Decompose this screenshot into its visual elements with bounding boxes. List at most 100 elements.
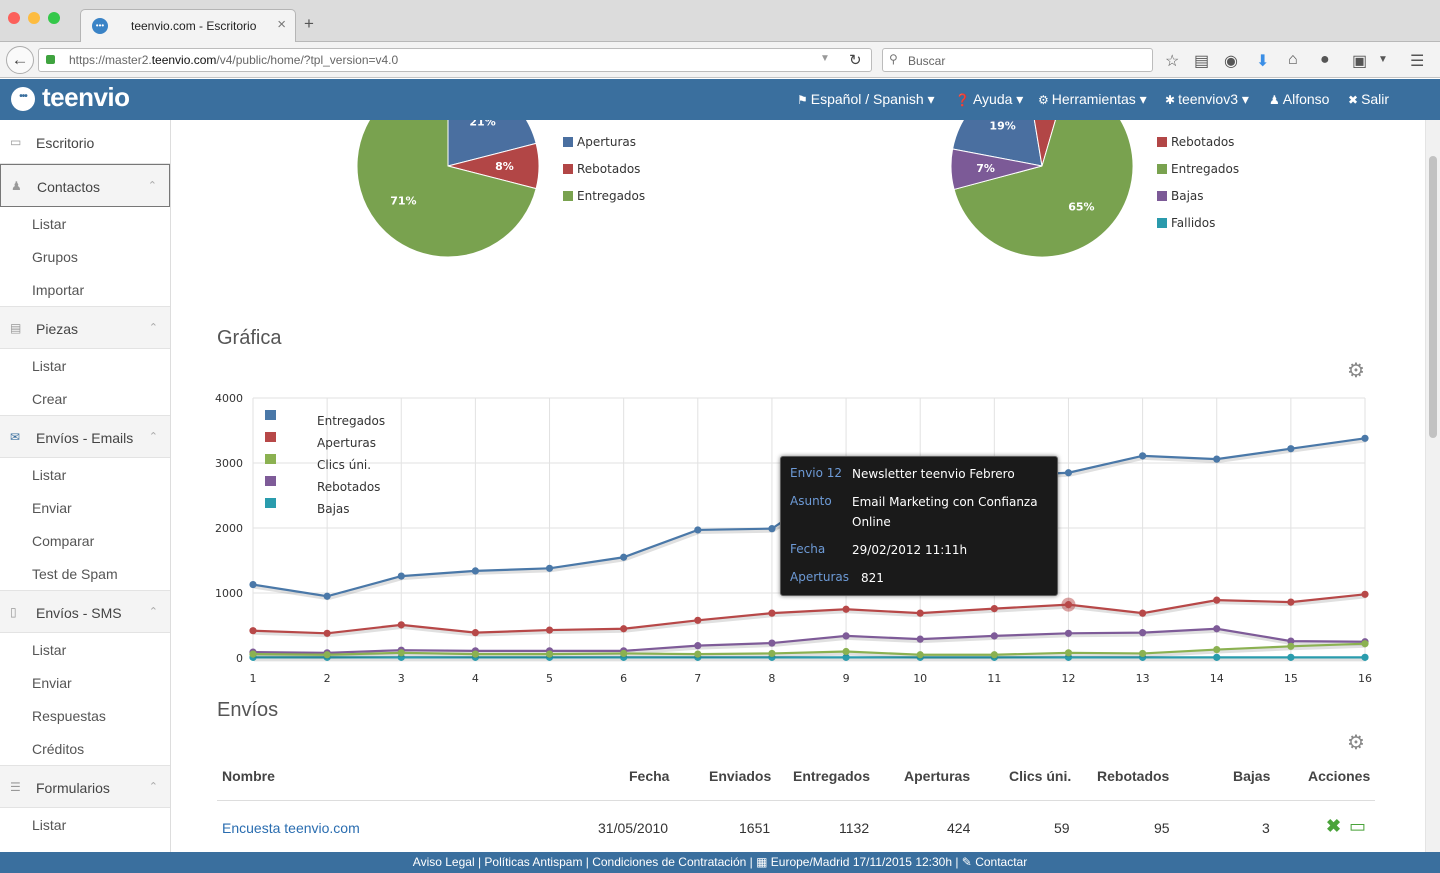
data-point[interactable] (1213, 645, 1221, 654)
pie-slice[interactable] (950, 148, 1043, 191)
data-point[interactable] (323, 592, 331, 600)
pie-legend-item[interactable]: Aperturas (563, 135, 636, 149)
data-point[interactable] (1361, 653, 1369, 661)
data-point[interactable] (1213, 596, 1221, 604)
chevron-up-icon[interactable]: ⌃ (148, 322, 158, 334)
sidebar-item-formularios-listar[interactable]: Listar (32, 817, 67, 833)
data-point[interactable] (842, 647, 850, 656)
data-point[interactable] (768, 649, 776, 658)
pie-slice[interactable] (953, 120, 1134, 258)
screenshot-icon[interactable]: ▣ (1352, 53, 1368, 70)
menu-icon[interactable]: ☰ (1410, 53, 1425, 70)
chevron-up-icon[interactable]: ⌃ (148, 781, 158, 793)
data-point[interactable] (1064, 629, 1073, 637)
teenvio-logo-icon[interactable]: ••• (11, 87, 35, 111)
data-point[interactable] (1287, 637, 1295, 645)
pie-legend-item[interactable]: Entregados (1157, 162, 1239, 176)
sidebar-section-formularios[interactable]: ☰ Formularios ⌃ (0, 765, 170, 808)
new-tab-button[interactable]: + (304, 14, 314, 33)
data-point[interactable] (545, 564, 554, 572)
data-point[interactable] (1064, 649, 1073, 657)
download-icon[interactable]: ⬇ (1256, 53, 1270, 70)
chevron-up-icon[interactable]: ⌃ (148, 431, 158, 443)
tools-menu[interactable]: ⚙ Herramientas ▾ (1038, 91, 1147, 107)
data-point[interactable] (916, 635, 924, 643)
table-settings-gear-icon[interactable]: ⚙ (1347, 732, 1365, 754)
sidebar-item-piezas-listar[interactable]: Listar (32, 358, 67, 374)
pie-legend-item[interactable]: Entregados (563, 189, 645, 203)
sidebar-item-contactos-grupos[interactable]: Grupos (32, 249, 78, 265)
data-point[interactable] (916, 651, 924, 659)
data-point[interactable] (1139, 629, 1147, 637)
data-point[interactable] (249, 650, 257, 658)
highlighted-data-point[interactable] (1061, 597, 1076, 612)
pie-slice[interactable] (1027, 120, 1067, 167)
data-point[interactable] (1361, 640, 1369, 648)
data-point[interactable] (1361, 434, 1369, 442)
browser-tab[interactable]: ••• teenvio.com - Escritorio × (80, 9, 296, 42)
data-point[interactable] (768, 639, 776, 647)
data-point[interactable] (397, 572, 405, 580)
app-logo-text[interactable]: teenvio (42, 82, 130, 112)
sidebar-section-envios-emails[interactable]: ✉ Envíos - Emails ⌃ (0, 415, 170, 458)
data-point[interactable] (1139, 649, 1147, 658)
pie-slice[interactable] (356, 120, 537, 258)
chart-settings-gear-icon[interactable]: ⚙ (1347, 360, 1365, 382)
column-header-clics[interactable]: Clics úni. (1009, 768, 1072, 784)
pie-slice[interactable] (952, 120, 1043, 167)
monitor-preview-icon[interactable]: ▭ (1349, 816, 1367, 836)
data-point[interactable] (620, 625, 628, 633)
legend-label[interactable]: Rebotados (317, 480, 380, 494)
minimize-window-button[interactable] (28, 12, 40, 24)
pocket-icon[interactable]: ◉ (1224, 53, 1238, 70)
sidebar-item-emails-test-spam[interactable]: Test de Spam (32, 566, 118, 582)
pie-legend-item[interactable]: Rebotados (563, 162, 640, 176)
data-point[interactable] (471, 629, 479, 637)
data-point[interactable] (323, 651, 331, 659)
account-menu[interactable]: ✱ teenviov3 ▾ (1165, 91, 1249, 107)
user-menu[interactable]: ♟ Alfonso (1269, 91, 1330, 107)
scrollbar-thumb[interactable] (1429, 156, 1437, 438)
pie-legend-item[interactable]: Bajas (1157, 189, 1204, 203)
data-point[interactable] (620, 553, 628, 561)
sidebar-item-sms-listar[interactable]: Listar (32, 642, 67, 658)
footer[interactable]: Aviso Legal | Políticas Antispam | Condi… (0, 852, 1440, 873)
data-point[interactable] (990, 632, 998, 640)
screenshot-dropdown-icon[interactable]: ▼ (1378, 54, 1388, 65)
sidebar-item-sms-creditos[interactable]: Créditos (32, 741, 85, 757)
chat-icon[interactable]: ● (1320, 51, 1330, 68)
reload-icon[interactable]: ↻ (849, 52, 862, 69)
language-menu[interactable]: ⚑ Español / Spanish ▾ (797, 91, 935, 107)
sidebar-item-emails-listar[interactable]: Listar (32, 467, 67, 483)
data-point[interactable] (1064, 469, 1073, 477)
legend-label[interactable]: Aperturas (317, 436, 376, 450)
data-point[interactable] (916, 609, 924, 617)
close-window-button[interactable] (8, 12, 20, 24)
data-point[interactable] (768, 525, 776, 533)
chevron-up-icon[interactable]: ⌃ (148, 606, 158, 618)
sidebar-item-escritorio[interactable]: ▭ Escritorio (0, 121, 170, 164)
sidebar-section-contactos[interactable]: ♟ Contactos ⌃ (0, 164, 170, 207)
data-point[interactable] (694, 616, 702, 624)
sidebar-item-sms-enviar[interactable]: Enviar (32, 675, 72, 691)
data-point[interactable] (397, 621, 405, 629)
data-point[interactable] (471, 567, 479, 575)
sidebar-item-emails-enviar[interactable]: Enviar (32, 500, 72, 516)
column-header-enviados[interactable]: Enviados (709, 768, 772, 784)
sidebar-item-contactos-importar[interactable]: Importar (32, 282, 85, 298)
column-header-rebotados[interactable]: Rebotados (1097, 768, 1170, 784)
data-point[interactable] (1287, 653, 1295, 661)
envio-name-link[interactable]: Encuesta teenvio.com (222, 820, 360, 836)
data-point[interactable] (990, 605, 998, 613)
column-header-aperturas[interactable]: Aperturas (904, 768, 971, 784)
sidebar-section-piezas[interactable]: ▤ Piezas ⌃ (0, 306, 170, 349)
column-header-nombre[interactable]: Nombre (222, 768, 275, 784)
column-header-fecha[interactable]: Fecha (629, 768, 670, 784)
sidebar-item-sms-respuestas[interactable]: Respuestas (32, 708, 106, 724)
close-tab-icon[interactable]: × (277, 16, 286, 33)
pie-slice[interactable] (447, 120, 537, 167)
delete-icon[interactable]: ✖ (1326, 816, 1342, 836)
url-dropdown-icon[interactable]: ▼ (820, 53, 830, 64)
sidebar-item-emails-comparar[interactable]: Comparar (32, 533, 95, 549)
home-icon[interactable]: ⌂ (1288, 51, 1298, 68)
